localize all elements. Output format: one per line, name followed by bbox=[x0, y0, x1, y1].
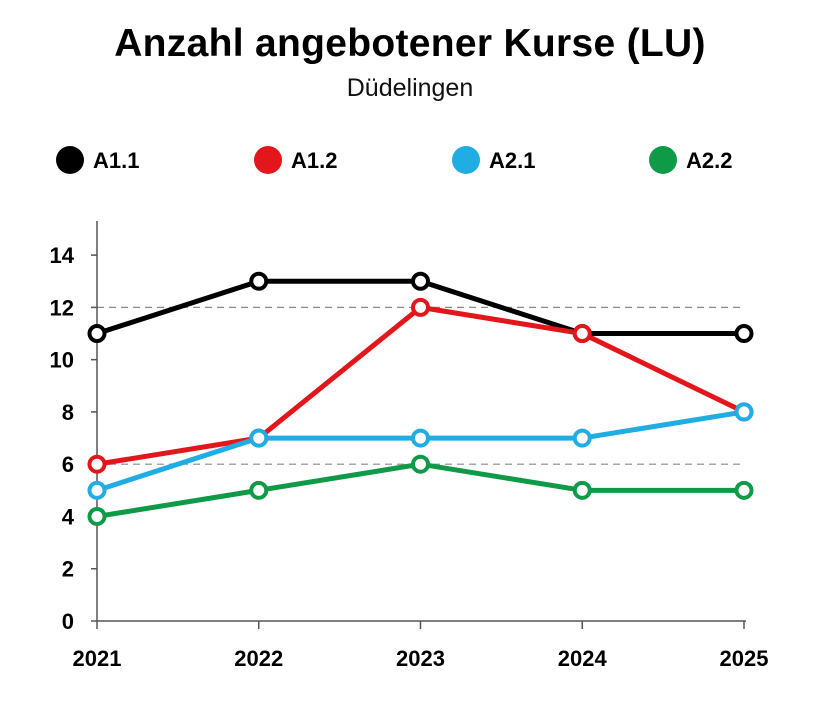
x-tick-label: 2021 bbox=[73, 646, 122, 671]
legend-item-A2-1: A2.1 bbox=[452, 146, 535, 174]
chart-title: Anzahl angebotener Kurse (LU) bbox=[114, 22, 706, 65]
x-axis-ticks: 2021 2022 2023 2024 2025 bbox=[73, 621, 769, 671]
x-tick-label: 2025 bbox=[720, 646, 769, 671]
data-point-A1-1 bbox=[734, 324, 754, 344]
y-axis-ticks: 0 2 4 6 8 10 12 14 bbox=[50, 243, 97, 634]
x-tick-label: 2022 bbox=[234, 646, 283, 671]
legend-marker bbox=[254, 146, 282, 174]
data-point-A2-2 bbox=[572, 480, 592, 500]
legend-label: A1.1 bbox=[93, 148, 139, 173]
y-tick-label: 14 bbox=[50, 243, 75, 268]
legend-label: A1.2 bbox=[291, 148, 337, 173]
y-tick-label: 6 bbox=[62, 452, 74, 477]
data-point-A1-1 bbox=[249, 271, 269, 291]
data-point-A2-1 bbox=[411, 428, 430, 448]
data-point-A2-2 bbox=[411, 454, 430, 474]
legend-item-A1-1: A1.1 bbox=[56, 146, 139, 174]
data-point-A1-1 bbox=[87, 324, 107, 344]
legend-marker bbox=[649, 146, 677, 174]
x-tick-label: 2024 bbox=[558, 646, 608, 671]
data-point-A2-1 bbox=[249, 428, 269, 448]
data-point-A2-2 bbox=[249, 480, 269, 500]
y-tick-label: 10 bbox=[50, 348, 74, 373]
data-point-A1-2 bbox=[87, 454, 107, 474]
y-tick-label: 4 bbox=[62, 504, 75, 529]
series-points bbox=[87, 271, 754, 526]
data-point-A2-1 bbox=[87, 480, 107, 500]
legend-marker bbox=[452, 146, 480, 174]
y-tick-label: 12 bbox=[50, 295, 74, 320]
legend-label: A2.2 bbox=[686, 148, 732, 173]
data-point-A1-1 bbox=[411, 271, 430, 291]
y-tick-label: 8 bbox=[62, 400, 74, 425]
y-tick-label: 0 bbox=[62, 609, 74, 634]
series-line-A2-1 bbox=[96, 409, 745, 493]
y-tick-label: 2 bbox=[62, 557, 74, 582]
legend-item-A1-2: A1.2 bbox=[254, 146, 337, 174]
legend-label: A2.1 bbox=[489, 148, 535, 173]
data-point-A2-1 bbox=[572, 428, 592, 448]
data-point-A2-2 bbox=[87, 506, 107, 526]
data-point-A2-1 bbox=[734, 402, 754, 422]
x-tick-label: 2023 bbox=[396, 646, 445, 671]
data-point-A1-2 bbox=[572, 324, 592, 344]
data-point-A1-2 bbox=[411, 297, 430, 317]
legend-item-A2-2: A2.2 bbox=[649, 146, 732, 174]
axes bbox=[96, 221, 746, 622]
data-point-A2-2 bbox=[734, 480, 754, 500]
legend: A1.1 A1.2 A2.1 A2.2 bbox=[56, 146, 732, 174]
legend-marker bbox=[56, 146, 84, 174]
chart-subtitle: Düdelingen bbox=[346, 74, 474, 102]
